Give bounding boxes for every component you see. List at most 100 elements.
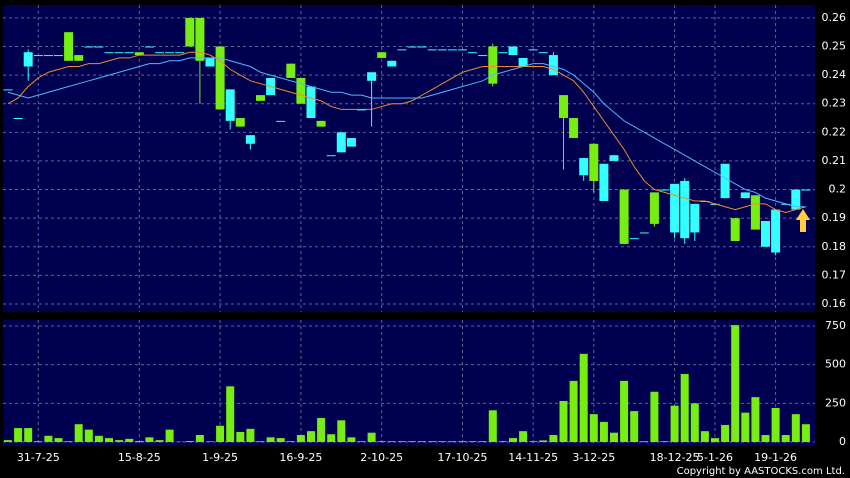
candle-body [3, 89, 13, 91]
candle-body [276, 120, 286, 122]
volume-bar [256, 441, 265, 442]
candle-body [670, 183, 680, 233]
candle-body [468, 52, 478, 54]
candle-body [761, 221, 770, 247]
candle-body [367, 72, 377, 81]
candle-body [74, 55, 84, 61]
volume-bar [488, 410, 497, 442]
volume-bar [620, 380, 629, 442]
volume-bar [64, 441, 73, 442]
candle-body [619, 189, 629, 244]
candle-body [407, 46, 417, 48]
volume-bar [155, 440, 164, 442]
x-tick-label: 14-11-25 [508, 451, 558, 464]
candle-body [64, 32, 74, 61]
volume-bar [680, 373, 689, 442]
candle-body [256, 95, 265, 101]
volume-bar [185, 441, 194, 442]
candle-body [538, 52, 548, 54]
volume-bar [337, 420, 346, 442]
volume-bar [44, 435, 53, 442]
candle-body [114, 52, 124, 54]
candle-body [629, 238, 639, 240]
candle-body [569, 118, 579, 139]
y-tick-label: 0.25 [822, 39, 847, 52]
y-tick-label: 0.22 [822, 125, 847, 138]
candle-body [23, 52, 33, 67]
candle-body [377, 52, 387, 58]
arrow-icon [796, 209, 810, 232]
candle-body [326, 155, 336, 157]
candle-body [801, 189, 811, 191]
y-tick-label: 750 [825, 319, 846, 332]
volume-bar [468, 441, 477, 442]
volume-bar [276, 438, 285, 442]
candle-body [680, 180, 690, 239]
candle-body [316, 120, 326, 127]
price-panel [3, 5, 815, 312]
volume-bar [529, 441, 538, 442]
candle-body [33, 55, 43, 57]
volume-bar [589, 414, 598, 442]
candle-body [559, 95, 568, 119]
volume-bar [478, 441, 487, 442]
candle-body [427, 49, 437, 51]
volume-bar [539, 440, 548, 442]
candle-body [175, 52, 185, 54]
volume-bar [206, 441, 214, 442]
volume-bar [428, 441, 437, 442]
volume-bar [741, 412, 750, 442]
volume-bar [145, 437, 154, 442]
candle-body [225, 89, 235, 121]
volume-bar [650, 391, 659, 442]
candle-body [528, 49, 538, 51]
volume-bar [418, 441, 427, 442]
volume-bar [690, 403, 699, 442]
y-tick-label: 0.17 [822, 268, 847, 281]
volume-bar [721, 424, 730, 442]
volume-bar [84, 429, 93, 442]
candle-body [690, 203, 700, 233]
candle-body [599, 163, 609, 201]
volume-bar [195, 435, 204, 442]
volume-bar [125, 438, 134, 442]
volume-bar [700, 431, 709, 442]
candle-body [336, 132, 346, 153]
candle-body [54, 55, 63, 57]
candle-body [124, 52, 134, 54]
volume-bar [34, 441, 43, 442]
volume-bar [731, 325, 740, 442]
candle-body [387, 60, 397, 67]
candle-body [458, 49, 467, 51]
candle-body [740, 192, 750, 199]
volume-bar [610, 432, 618, 442]
candle-body [155, 52, 164, 54]
x-tick-label: 15-8-25 [118, 451, 161, 464]
x-tick-label: 3-12-25 [572, 451, 615, 464]
candle-body [346, 138, 356, 147]
candle-body [94, 46, 104, 48]
candle-body [165, 52, 175, 54]
candle-body [488, 46, 498, 84]
candle-body [589, 143, 599, 181]
volume-bar [670, 405, 679, 442]
volume-bar [660, 441, 669, 442]
x-tick-label: 18-12-25 [650, 451, 700, 464]
candle-body [579, 158, 589, 176]
y-tick-label: 0.24 [822, 68, 847, 81]
x-tick-label: 1-9-25 [202, 451, 238, 464]
volume-bar [377, 441, 386, 442]
volume-bar [4, 440, 12, 442]
volume-bar [498, 441, 507, 442]
volume-bar [761, 435, 770, 442]
moving-average-line [7, 51, 807, 213]
volume-bar [307, 431, 315, 442]
candle-body [478, 55, 488, 57]
candle-body [437, 49, 447, 51]
volume-bar [54, 438, 63, 442]
candle-body [286, 63, 296, 78]
candle-body [498, 52, 508, 54]
volume-bar [791, 414, 800, 442]
x-tick-label: 31-7-25 [17, 451, 60, 464]
